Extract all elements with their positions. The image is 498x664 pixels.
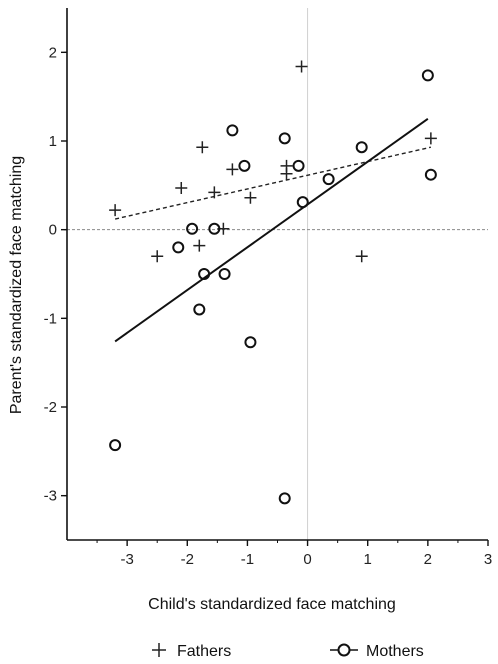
y-tick-label: 2 [49, 44, 57, 61]
mothers-point [193, 303, 206, 316]
mothers-point [244, 336, 257, 349]
tick-marks [61, 51, 489, 546]
mothers-point [208, 222, 221, 235]
fathers-point [151, 250, 164, 263]
legend-mothers-marker [330, 643, 358, 657]
fathers-point [193, 239, 206, 252]
mothers-point [278, 492, 291, 505]
legend-fathers-marker [152, 643, 166, 657]
legend-mothers-label: Mothers [366, 643, 424, 660]
x-tick-label: 0 [303, 551, 311, 568]
legend-plus-marker [152, 643, 166, 657]
mothers-point [238, 159, 251, 172]
fathers-point [226, 163, 239, 176]
fathers-point [109, 204, 122, 217]
x-tick-label: 2 [424, 551, 432, 568]
mothers-point [186, 222, 199, 235]
fathers-point [424, 132, 437, 145]
fathers-point [208, 186, 221, 199]
x-tick-label: 3 [484, 551, 492, 568]
mothers-point [292, 159, 305, 172]
mothers-point [278, 132, 291, 145]
y-tick-label: 0 [49, 222, 57, 239]
legend: Fathers Mothers [152, 643, 424, 660]
axes [66, 8, 488, 541]
mothers-point [172, 241, 185, 254]
tick-labels: -3 -2 -1 0 1 2 3 -3 -2 -1 0 1 2 [44, 44, 493, 568]
mothers-point [322, 173, 335, 186]
x-axis-title: Child's standardized face matching [148, 596, 396, 613]
y-axis-title: Parent's standardized face matching [8, 156, 25, 414]
x-tick-label: 1 [364, 551, 372, 568]
legend-circle-marker [337, 643, 351, 657]
y-tick-label: -2 [44, 399, 57, 416]
mothers-point [109, 439, 122, 452]
mothers-point [421, 69, 434, 82]
y-tick-label: 1 [49, 133, 57, 150]
reference-lines [67, 8, 488, 540]
fathers-point [244, 191, 257, 204]
fathers-point [280, 167, 293, 180]
mothers-point [424, 168, 437, 181]
data-points [109, 60, 437, 505]
mothers-point [198, 268, 211, 280]
fathers-point [295, 60, 308, 73]
fathers-point [355, 250, 368, 263]
y-tick-label: -1 [44, 310, 57, 327]
x-tick-label: -3 [120, 551, 133, 568]
mothers-point [226, 124, 239, 137]
fathers-fit-line [114, 146, 432, 220]
y-tick-label: -3 [44, 488, 57, 505]
mothers-point [355, 141, 368, 154]
mothers-point [218, 268, 231, 280]
fit-lines [114, 118, 432, 343]
fathers-point [196, 141, 209, 154]
fathers-point [175, 181, 188, 194]
mothers-point [296, 196, 309, 209]
mothers-fit-line [114, 118, 429, 343]
legend-fathers-label: Fathers [177, 643, 231, 660]
x-tick-label: -2 [181, 551, 194, 568]
x-tick-label: -1 [241, 551, 254, 568]
